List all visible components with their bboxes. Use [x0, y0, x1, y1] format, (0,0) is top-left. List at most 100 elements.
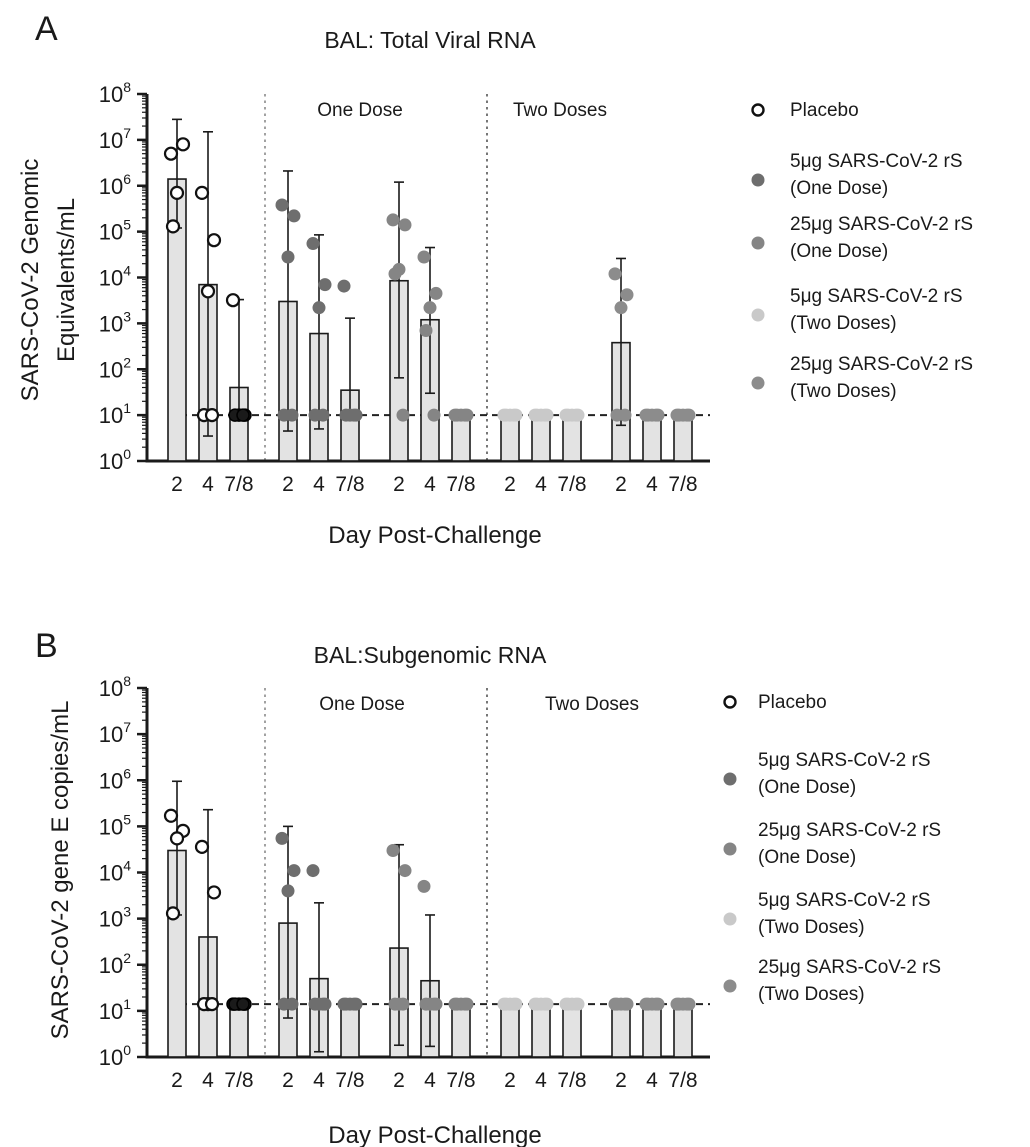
data-point	[386, 843, 400, 857]
x-tick-label: 7/8	[557, 1069, 586, 1092]
data-point	[287, 209, 301, 223]
y-tick-label: 102	[99, 354, 131, 382]
data-point	[620, 288, 634, 302]
x-tick-label: 2	[615, 473, 627, 496]
legend-label: 25μg SARS-CoV-2 rS	[758, 820, 941, 841]
legend-label: 5μg SARS-CoV-2 rS	[790, 286, 963, 307]
legend-label: (One Dose)	[790, 178, 888, 199]
y-tick-label: 103	[99, 904, 131, 932]
legend-marker	[751, 376, 765, 390]
data-point	[386, 213, 400, 227]
y-tick-label: 106	[99, 171, 131, 199]
legend-marker	[751, 308, 765, 322]
section-label: Two Doses	[513, 100, 607, 121]
panel-letter: A	[35, 10, 58, 48]
data-point	[614, 301, 628, 315]
data-point	[318, 278, 332, 292]
legend-marker	[723, 912, 737, 926]
legend-label: (Two Doses)	[790, 313, 897, 334]
y-tick-label: 100	[99, 1042, 131, 1070]
data-point	[347, 408, 361, 422]
x-tick-label: 7/8	[224, 473, 253, 496]
data-point	[649, 997, 663, 1011]
bar	[562, 1003, 582, 1058]
x-tick-label: 4	[646, 1069, 658, 1092]
bar	[500, 1003, 520, 1058]
x-tick-label: 4	[535, 473, 547, 496]
legend-label: 25μg SARS-CoV-2 rS	[790, 354, 973, 375]
data-point	[275, 198, 289, 212]
y-tick-exponent: 0	[123, 446, 131, 462]
data-point	[507, 997, 521, 1011]
data-point	[204, 408, 220, 423]
y-tick-exponent: 8	[123, 79, 131, 95]
x-tick-label: 7/8	[668, 1069, 697, 1092]
data-point	[396, 997, 410, 1011]
bar	[500, 414, 520, 462]
data-point	[169, 185, 185, 200]
data-point	[419, 323, 433, 337]
y-tick-exponent: 3	[123, 904, 131, 920]
x-tick-label: 4	[646, 473, 658, 496]
data-point	[316, 408, 330, 422]
data-point	[680, 408, 694, 422]
x-tick-label: 4	[424, 1069, 436, 1092]
bar	[642, 414, 662, 462]
y-tick-exponent: 0	[123, 1042, 131, 1058]
data-point	[169, 831, 185, 846]
x-tick-label: 2	[615, 1069, 627, 1092]
legend-label: 5μg SARS-CoV-2 rS	[758, 890, 931, 911]
chart-title: BAL:Subgenomic RNA	[314, 642, 547, 668]
y-tick-base: 10	[99, 220, 123, 245]
y-tick-label: 108	[99, 673, 131, 701]
legend-marker	[751, 236, 765, 250]
data-point	[281, 250, 295, 264]
y-tick-exponent: 8	[123, 673, 131, 689]
data-point	[396, 408, 410, 422]
y-axis-label: SARS-CoV-2 Genomic Equivalents/mL	[17, 159, 80, 402]
y-tick-label: 105	[99, 217, 131, 245]
y-tick-label: 106	[99, 765, 131, 793]
y-tick-base: 10	[99, 403, 123, 428]
y-tick-exponent: 6	[123, 171, 131, 187]
data-point	[312, 301, 326, 315]
y-tick-exponent: 2	[123, 354, 131, 370]
y-tick-label: 104	[99, 858, 131, 886]
data-point	[649, 408, 663, 422]
panel-letter: B	[35, 627, 58, 665]
panel-b: B BAL:Subgenomic RNA SARS-CoV-2 gene E cop…	[35, 627, 941, 1147]
data-point	[306, 237, 320, 251]
data-point	[175, 137, 191, 152]
y-tick-label: 108	[99, 79, 131, 107]
data-point	[236, 997, 250, 1011]
data-point	[165, 219, 181, 234]
data-point	[388, 267, 402, 281]
data-point	[538, 997, 552, 1011]
x-tick-label: 2	[171, 1069, 183, 1092]
bar	[611, 1003, 631, 1058]
data-point	[165, 906, 181, 921]
bar	[451, 414, 471, 462]
y-tick-base: 10	[99, 174, 123, 199]
bar	[673, 1003, 693, 1058]
x-tick-label: 2	[393, 473, 405, 496]
y-tick-label: 105	[99, 811, 131, 839]
section-label: One Dose	[317, 100, 403, 121]
y-tick-base: 10	[99, 722, 123, 747]
y-tick-exponent: 1	[123, 400, 131, 416]
y-tick-label: 102	[99, 950, 131, 978]
data-point	[316, 997, 330, 1011]
data-point	[680, 997, 694, 1011]
bar	[642, 1003, 662, 1058]
x-tick-label: 4	[202, 1069, 214, 1092]
y-tick-base: 10	[99, 266, 123, 291]
bar	[340, 1003, 360, 1058]
y-tick-exponent: 2	[123, 950, 131, 966]
data-point	[427, 408, 441, 422]
bar	[562, 414, 582, 462]
y-tick-exponent: 3	[123, 308, 131, 324]
y-tick-base: 10	[99, 814, 123, 839]
chart-title: BAL: Total Viral RNA	[324, 27, 536, 53]
data-point	[281, 884, 295, 898]
legend-label: Placebo	[758, 692, 827, 713]
